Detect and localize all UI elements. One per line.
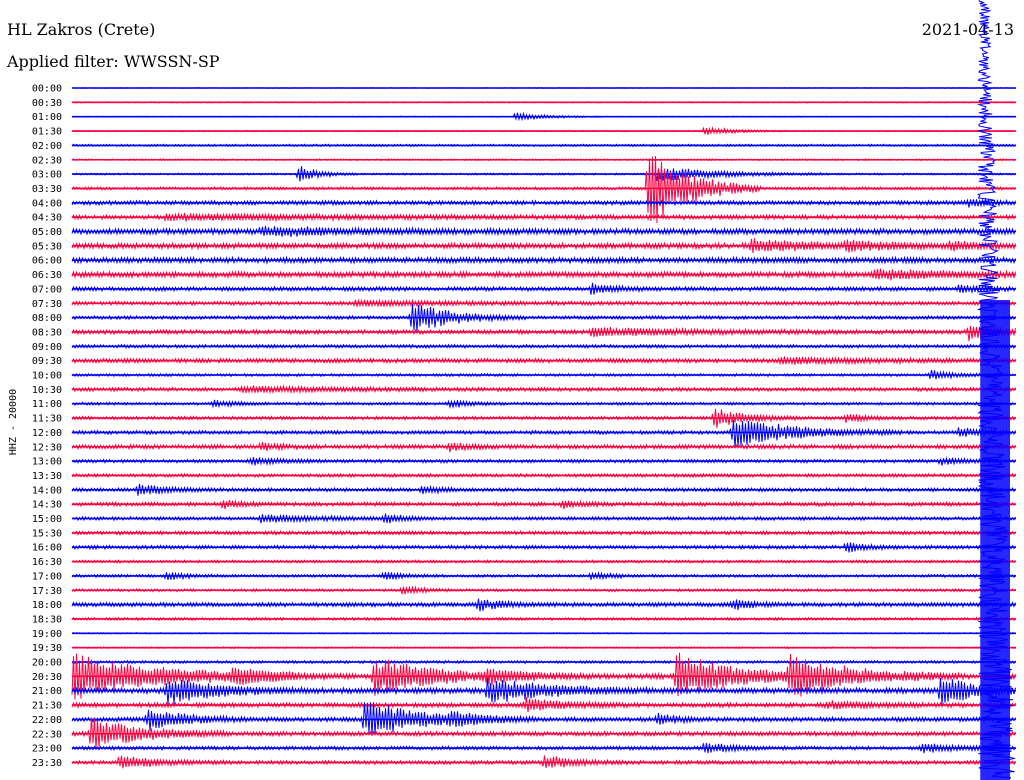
time-tick-label: 21:30 xyxy=(32,701,62,712)
time-tick-label: 00:00 xyxy=(32,84,62,95)
time-tick-label: 16:30 xyxy=(32,557,62,568)
time-tick-label: 22:30 xyxy=(32,729,62,740)
time-tick-label: 04:00 xyxy=(32,198,62,209)
time-tick-label: 17:30 xyxy=(32,586,62,597)
time-tick-label: 12:00 xyxy=(32,428,62,439)
time-tick-label: 10:00 xyxy=(32,371,62,382)
station-title: HL Zakros (Crete) xyxy=(7,20,156,39)
channel-label: HHZ - 20000 xyxy=(8,389,19,455)
time-tick-label: 16:00 xyxy=(32,543,62,554)
time-tick-label: 06:00 xyxy=(32,256,62,267)
time-tick-label: 05:30 xyxy=(32,241,62,252)
time-tick-label: 09:00 xyxy=(32,342,62,353)
trace-rows xyxy=(71,87,1016,769)
filter-label: Applied filter: WWSSN-SP xyxy=(7,52,220,71)
time-tick-label: 18:00 xyxy=(32,600,62,611)
time-tick-label: 22:00 xyxy=(32,715,62,726)
time-tick-label: 12:30 xyxy=(32,442,62,453)
saturated-event-region xyxy=(976,0,1016,780)
time-tick-label: 03:00 xyxy=(32,170,62,181)
time-tick-label: 01:30 xyxy=(32,127,62,138)
seismic-trace xyxy=(71,419,1016,449)
time-tick-label: 17:00 xyxy=(32,571,62,582)
time-tick-label: 15:30 xyxy=(32,528,62,539)
time-tick-label: 18:30 xyxy=(32,614,62,625)
time-tick-label: 02:00 xyxy=(32,141,62,152)
seismic-trace xyxy=(71,155,1016,224)
time-tick-label: 03:30 xyxy=(32,184,62,195)
seismic-trace xyxy=(71,325,1016,342)
time-tick-label: 19:30 xyxy=(32,643,62,654)
time-tick-label: 07:00 xyxy=(32,284,62,295)
time-tick-label: 02:30 xyxy=(32,155,62,166)
time-tick-label: 23:00 xyxy=(32,744,62,755)
time-tick-label: 08:30 xyxy=(32,327,62,338)
time-tick-label: 04:30 xyxy=(32,213,62,224)
time-tick-label: 10:30 xyxy=(32,385,62,396)
seismic-trace xyxy=(71,677,1016,705)
time-tick-label: 15:00 xyxy=(32,514,62,525)
time-tick-label: 06:30 xyxy=(32,270,62,281)
time-tick-label: 01:00 xyxy=(32,112,62,123)
time-tick-label: 23:30 xyxy=(32,758,62,769)
time-tick-label: 19:00 xyxy=(32,629,62,640)
time-tick-label: 14:30 xyxy=(32,500,62,511)
seismic-trace xyxy=(71,755,1016,769)
time-tick-label: 21:00 xyxy=(32,686,62,697)
time-tick-labels: 00:00 00:30 01:00 01:30 02:00 02:30 03:00 03:30… xyxy=(32,84,62,769)
time-tick-label: 11:30 xyxy=(32,414,62,425)
time-tick-label: 20:00 xyxy=(32,658,62,669)
time-tick-label: 11:00 xyxy=(32,399,62,410)
time-tick-label: 14:00 xyxy=(32,485,62,496)
saturated-block xyxy=(980,300,1010,780)
time-tick-label: 13:00 xyxy=(32,457,62,468)
time-tick-label: 00:30 xyxy=(32,98,62,109)
time-tick-label: 08:00 xyxy=(32,313,62,324)
time-tick-label: 13:30 xyxy=(32,471,62,482)
time-tick-label: 20:30 xyxy=(32,672,62,683)
time-tick-label: 09:30 xyxy=(32,356,62,367)
time-tick-label: 05:00 xyxy=(32,227,62,238)
time-tick-label: 07:30 xyxy=(32,299,62,310)
date-label: 2021-04-13 xyxy=(921,20,1014,39)
